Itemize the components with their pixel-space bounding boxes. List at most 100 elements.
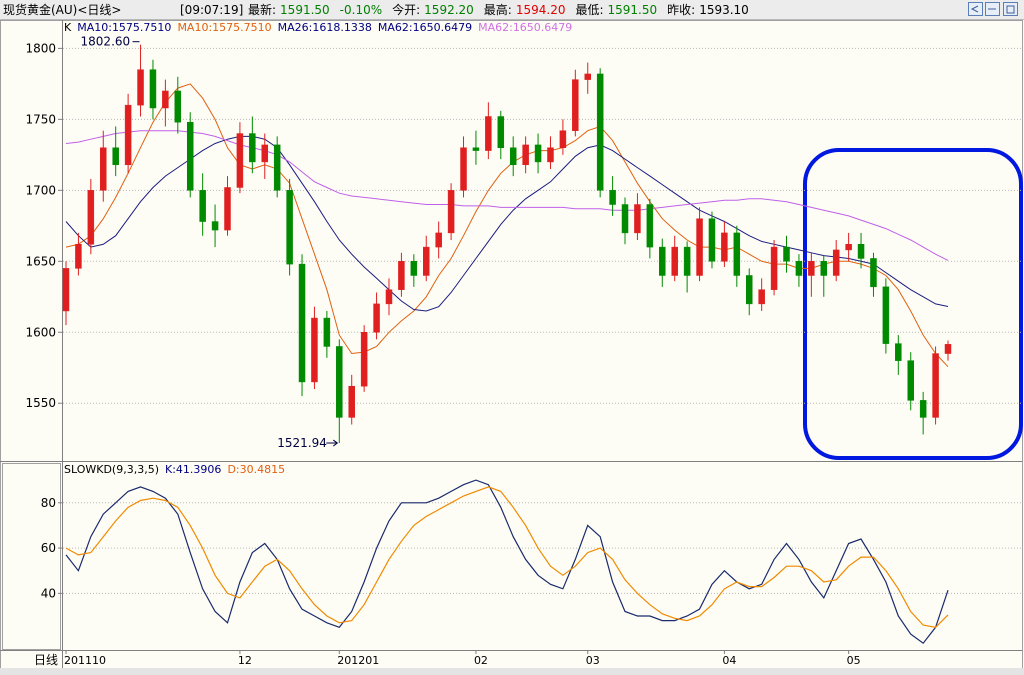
candle-body bbox=[75, 244, 82, 269]
annotation: 1521.94 bbox=[277, 436, 327, 450]
legend-entry: MA10:1575.7510 bbox=[77, 21, 172, 34]
candle-body bbox=[547, 147, 554, 163]
candle-body bbox=[683, 246, 691, 276]
field-value: 1593.10 bbox=[699, 3, 749, 17]
y-tick-label: 1650 bbox=[25, 254, 56, 268]
field-label: 最高: bbox=[483, 3, 512, 17]
candle-body bbox=[621, 204, 629, 234]
candle-body bbox=[137, 69, 144, 106]
candle-body bbox=[398, 261, 405, 290]
candle-body bbox=[336, 346, 343, 418]
candle-body bbox=[832, 249, 840, 276]
candle-body bbox=[770, 246, 778, 290]
field-value: 1592.20 bbox=[424, 3, 474, 17]
y-tick-label: 1750 bbox=[25, 112, 56, 126]
field-label: 最低: bbox=[575, 3, 604, 17]
y-tick-label: 1800 bbox=[25, 41, 56, 55]
candle-body bbox=[870, 258, 877, 288]
legend-entry: MA10:1575.7510 bbox=[177, 21, 272, 34]
candle-body bbox=[721, 232, 728, 262]
candle-body bbox=[795, 261, 803, 276]
candle-body bbox=[671, 246, 678, 276]
frame bbox=[0, 20, 1023, 669]
candle-body bbox=[572, 79, 579, 131]
candle-body bbox=[62, 268, 70, 312]
legend-entry: K:41.3906 bbox=[165, 463, 222, 476]
field-value: 1594.20 bbox=[515, 3, 566, 17]
candle-body bbox=[485, 116, 492, 151]
x-tick-label: 05 bbox=[847, 654, 861, 667]
annotation-arrow bbox=[326, 439, 339, 447]
candle-body bbox=[311, 317, 318, 383]
candle-body bbox=[895, 343, 902, 361]
candle-body bbox=[323, 317, 331, 347]
empty-box bbox=[2, 463, 61, 650]
candle-body bbox=[919, 400, 927, 418]
candle-body bbox=[224, 187, 231, 231]
candle-body bbox=[944, 344, 952, 354]
line-series bbox=[65, 486, 949, 628]
candle-body bbox=[261, 144, 269, 163]
y-tick-label: 80 bbox=[41, 496, 56, 510]
line-series bbox=[65, 479, 949, 645]
candle-body bbox=[100, 147, 107, 191]
candle-body bbox=[447, 190, 455, 234]
line-series bbox=[65, 83, 949, 368]
field-value: 1591.50 bbox=[607, 3, 658, 17]
x-tick-label: 03 bbox=[586, 654, 600, 667]
candle-body bbox=[634, 204, 641, 234]
y-tick-label: 1600 bbox=[25, 325, 56, 339]
candle-body bbox=[410, 261, 418, 276]
x-tick-label: 201201 bbox=[337, 654, 379, 667]
candle-body bbox=[522, 144, 529, 166]
candle-body bbox=[845, 244, 852, 251]
line-series bbox=[65, 130, 949, 261]
candle-body bbox=[497, 116, 505, 148]
quote-bar: 现货黄金(AU)<日线> [09:07:19] 最新: 1591.50 -0.10%… bbox=[0, 0, 1024, 20]
x-tick-label: 02 bbox=[474, 654, 488, 667]
legend-entry: K bbox=[64, 21, 72, 34]
candle-body bbox=[273, 144, 281, 191]
x-axis-label: 日线 bbox=[34, 653, 58, 667]
quote-time: [09:07:19] bbox=[180, 3, 244, 17]
candle-body bbox=[783, 246, 790, 262]
legend-entry: MA62:1650.6479 bbox=[478, 21, 573, 34]
field-label: 昨收: bbox=[667, 3, 696, 17]
legend-entry: D:30.4815 bbox=[227, 463, 286, 476]
annotation: 1802.60 bbox=[81, 35, 131, 49]
field-label: 今开: bbox=[392, 3, 421, 17]
candle-body bbox=[696, 218, 703, 276]
candle-body bbox=[211, 221, 219, 231]
candle-body bbox=[646, 204, 654, 248]
y-tick-label: 1550 bbox=[25, 396, 56, 410]
candle-body bbox=[460, 147, 467, 191]
x-tick-label: 201110 bbox=[64, 654, 106, 667]
candle-body bbox=[708, 218, 716, 262]
candle-body bbox=[286, 190, 293, 265]
candle-body bbox=[907, 360, 914, 401]
candle-body bbox=[596, 73, 604, 191]
candle-body bbox=[733, 232, 741, 276]
x-tick-label: 12 bbox=[238, 654, 252, 667]
candle-body bbox=[174, 90, 182, 123]
candle-body bbox=[559, 130, 567, 148]
candle-body bbox=[87, 190, 95, 245]
y-tick-label: 60 bbox=[41, 541, 56, 555]
candle-body bbox=[509, 147, 517, 166]
field-value: 1591.50 bbox=[280, 3, 330, 17]
line-series bbox=[65, 135, 949, 312]
status-strip bbox=[0, 668, 1024, 675]
y-tick-label: 1700 bbox=[25, 183, 56, 197]
quote-fields: 最新: 1591.50 -0.10% 今开: 1592.20 最高: 1594.20 最低: 1… bbox=[248, 0, 755, 20]
candle-body bbox=[820, 261, 828, 276]
candle-body bbox=[112, 147, 119, 166]
candle-body bbox=[186, 121, 194, 191]
candle-body bbox=[534, 144, 542, 163]
candle-body bbox=[758, 289, 765, 305]
candle-body bbox=[435, 232, 442, 248]
field-label: 最新: bbox=[248, 3, 277, 17]
candle-body bbox=[808, 261, 815, 276]
legend-entry: SLOWKD(9,3,3,5) bbox=[64, 463, 160, 476]
candle-body bbox=[882, 286, 890, 344]
